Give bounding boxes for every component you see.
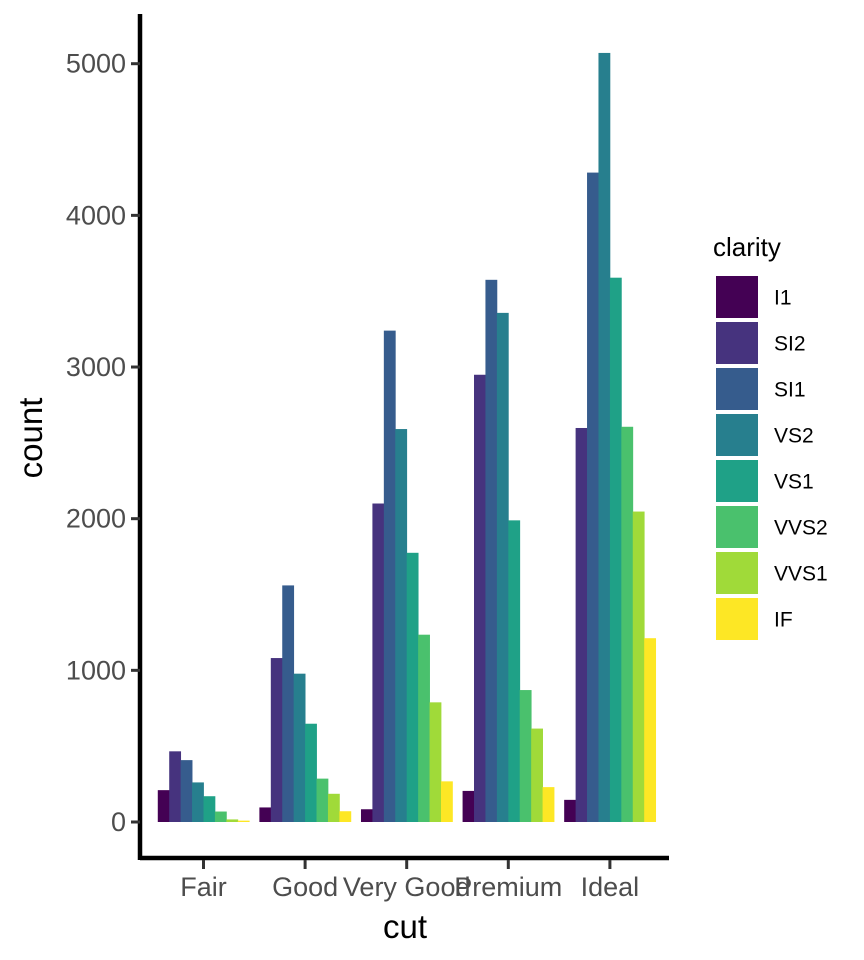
x-tick-label: Fair bbox=[180, 872, 227, 902]
legend: clarity I1 SI2 SI1 VS2 VS1 VVS2 VVS1 IF bbox=[713, 232, 828, 640]
y-axis-title: count bbox=[12, 398, 49, 479]
legend-label: VVS2 bbox=[774, 517, 828, 540]
bar-vvs1-ideal bbox=[632, 511, 645, 822]
x-tick-label: Ideal bbox=[581, 872, 640, 902]
legend-label: I1 bbox=[774, 287, 792, 310]
y-tick-label: 4000 bbox=[66, 200, 126, 230]
x-tick-label: Good bbox=[272, 872, 338, 902]
y-tick-label: 5000 bbox=[66, 49, 126, 79]
x-tick-label: Very Good bbox=[343, 872, 471, 902]
legend-title: clarity bbox=[713, 232, 781, 262]
bar-vs2-ideal bbox=[598, 52, 611, 823]
bar-i1-good bbox=[259, 807, 272, 822]
y-tick-label: 3000 bbox=[66, 352, 126, 382]
bar-si1-ideal bbox=[587, 172, 599, 823]
bar-i1-very-good bbox=[360, 809, 373, 822]
bar-if-very-good bbox=[440, 781, 453, 822]
bar-vs2-good bbox=[293, 673, 306, 822]
bar-i1-premium bbox=[462, 790, 475, 822]
legend-label: VS1 bbox=[774, 471, 814, 494]
bar-i1-ideal bbox=[564, 799, 577, 822]
legend-label: IF bbox=[774, 609, 793, 632]
bar-vs1-good bbox=[305, 723, 317, 822]
bar-vs1-very-good bbox=[406, 552, 419, 822]
y-tick-label: 0 bbox=[111, 807, 126, 837]
bar-si1-premium bbox=[485, 279, 498, 822]
x-axis-title: cut bbox=[383, 908, 427, 945]
bar-vs1-fair bbox=[203, 796, 216, 822]
legend-label: SI2 bbox=[774, 333, 806, 356]
bar-vvs2-good bbox=[316, 778, 329, 822]
legend-key-if bbox=[716, 598, 758, 640]
legend-key-vvs2 bbox=[716, 506, 758, 548]
bar-vvs1-premium bbox=[531, 728, 543, 822]
bar-if-good bbox=[339, 811, 352, 822]
bar-vs2-fair bbox=[192, 782, 204, 822]
bar-vs2-very-good bbox=[395, 429, 408, 822]
bar-si2-very-good bbox=[372, 503, 385, 822]
bar-i1-fair bbox=[157, 790, 170, 822]
bar-si2-premium bbox=[474, 374, 486, 822]
bar-vvs2-premium bbox=[519, 690, 532, 822]
bar-si2-fair bbox=[169, 751, 182, 822]
legend-key-vs2 bbox=[716, 414, 758, 456]
legend-key-vvs1 bbox=[716, 552, 758, 594]
bar-si2-ideal bbox=[575, 427, 588, 822]
legend-key-vs1 bbox=[716, 460, 758, 502]
bar-si1-fair bbox=[180, 760, 193, 822]
legend-key-si1 bbox=[716, 368, 758, 410]
bar-vs1-premium bbox=[508, 520, 521, 822]
legend-label: VS2 bbox=[774, 425, 814, 448]
bars bbox=[157, 52, 657, 823]
bar-vvs2-fair bbox=[214, 811, 227, 822]
y-axis: 0 1000 2000 3000 4000 5000 bbox=[66, 49, 140, 837]
bar-vvs1-good bbox=[327, 793, 340, 822]
legend-label: SI1 bbox=[774, 379, 806, 402]
bar-vvs1-fair bbox=[226, 819, 239, 822]
bar-si1-good bbox=[282, 585, 295, 822]
bar-if-ideal bbox=[644, 638, 657, 822]
bar-vs1-ideal bbox=[609, 277, 622, 822]
y-tick-label: 1000 bbox=[66, 655, 126, 685]
y-tick-label: 2000 bbox=[66, 504, 126, 534]
bar-if-premium bbox=[542, 787, 555, 822]
bar-si2-good bbox=[270, 658, 283, 822]
bar-vvs2-very-good bbox=[418, 634, 430, 822]
bar-si1-very-good bbox=[383, 330, 396, 822]
bar-vvs2-ideal bbox=[621, 426, 634, 822]
legend-key-i1 bbox=[716, 276, 758, 318]
bar-if-fair bbox=[237, 820, 250, 822]
x-tick-label: Premium bbox=[454, 872, 562, 902]
bar-vvs1-very-good bbox=[429, 702, 442, 822]
legend-key-si2 bbox=[716, 322, 758, 364]
legend-label: VVS1 bbox=[774, 563, 828, 586]
bar-vs2-premium bbox=[496, 312, 509, 822]
